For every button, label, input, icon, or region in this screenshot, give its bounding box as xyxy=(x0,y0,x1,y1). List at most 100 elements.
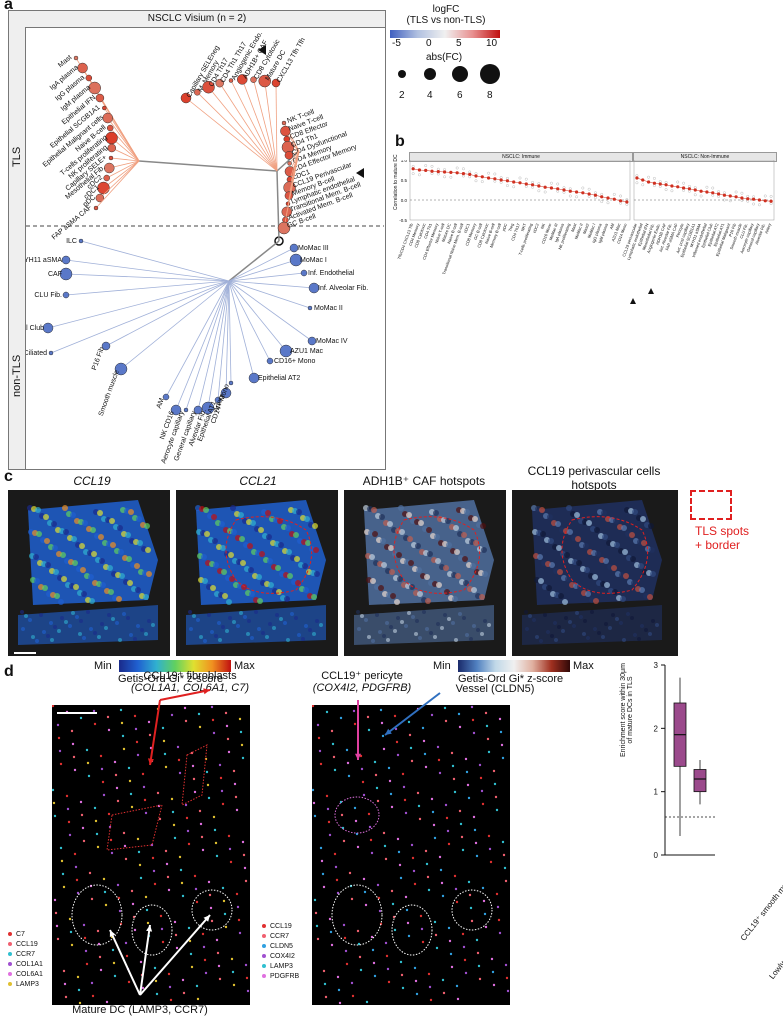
c-spot xyxy=(240,560,246,566)
c-spot xyxy=(304,516,310,522)
legend-dot xyxy=(8,942,12,946)
c-spot xyxy=(411,615,415,619)
legend-dot xyxy=(8,982,12,986)
c-spot xyxy=(577,584,583,590)
c-spot xyxy=(297,633,301,637)
c-spot xyxy=(583,543,589,549)
c-spot xyxy=(446,542,452,548)
c-map-ccl19-peri xyxy=(512,490,678,656)
c-spot xyxy=(595,551,601,557)
c-spot xyxy=(211,514,217,520)
b-sample-point xyxy=(569,195,571,197)
c-title-ccl19-perivascular: CCL19 perivascular cells hotspots xyxy=(512,464,676,492)
c-spot xyxy=(117,525,123,531)
c-spot xyxy=(572,624,576,628)
c-spot xyxy=(611,613,615,617)
c-spot xyxy=(648,632,652,636)
c-spot xyxy=(34,578,40,584)
c-spot xyxy=(381,562,387,568)
b-sample-point xyxy=(481,180,483,182)
b-sample-point xyxy=(735,191,737,193)
b-sample-point xyxy=(519,177,521,179)
box-ytick: 1 xyxy=(654,788,659,797)
b-sample-point xyxy=(443,176,445,178)
c-spot xyxy=(357,627,361,631)
c-spot xyxy=(275,565,281,571)
c-spot xyxy=(111,617,115,621)
c-spot xyxy=(601,510,607,516)
absfc-ticks: 2 4 6 8 xyxy=(390,90,510,102)
c-spot xyxy=(221,569,227,575)
non-tls-branch-line xyxy=(229,281,314,288)
logfc-colorbar xyxy=(390,30,500,38)
logfc-title-line2: (TLS vs non-TLS) xyxy=(396,15,496,26)
tls-branch-line xyxy=(276,83,277,171)
b-sample-point xyxy=(671,190,673,192)
c-spot xyxy=(122,612,126,616)
non-tls-node xyxy=(267,358,273,364)
c-spot xyxy=(62,505,68,511)
c-spot xyxy=(284,596,290,602)
c-spot xyxy=(78,632,82,636)
c-spot xyxy=(454,638,458,642)
c-spot xyxy=(268,582,274,588)
b-sample-point xyxy=(607,202,609,204)
c-title-ccl19: CCL19 xyxy=(12,474,172,488)
c-spot xyxy=(247,543,253,549)
c-spot xyxy=(107,613,111,617)
b-ytick: 0.5 xyxy=(401,178,408,183)
c-spot xyxy=(50,638,54,642)
c-spot xyxy=(100,582,106,588)
c-spot xyxy=(88,574,94,580)
c-spot xyxy=(444,589,450,595)
c-spot xyxy=(462,616,466,620)
c-map-svg xyxy=(512,490,678,656)
c-spot xyxy=(418,636,422,640)
b-sample-point xyxy=(764,195,766,197)
c-spot xyxy=(453,525,459,531)
c-spot xyxy=(393,629,397,633)
box-body xyxy=(694,770,706,792)
c-spot xyxy=(386,638,390,642)
c-spot xyxy=(137,540,143,546)
c-spot xyxy=(557,625,561,629)
c-spot xyxy=(621,525,627,531)
c-spot xyxy=(63,529,69,535)
c-spot xyxy=(633,633,637,637)
b-sample-point xyxy=(758,204,760,206)
c-spot xyxy=(390,593,396,599)
c-spot xyxy=(267,558,273,564)
b-sample-point xyxy=(619,195,621,197)
c-spot xyxy=(425,627,429,631)
b-sample-point xyxy=(538,190,540,192)
c-spot xyxy=(462,556,468,562)
non-tls-branch-line xyxy=(66,281,229,295)
c-spot xyxy=(110,542,116,548)
b-sample-point xyxy=(425,164,427,166)
legend-entry: C7 xyxy=(8,930,43,940)
non-tls-node xyxy=(308,306,312,310)
c-spot xyxy=(396,552,402,558)
c-spot xyxy=(425,598,431,604)
c-spot xyxy=(418,520,424,526)
b-sample-point xyxy=(642,184,644,186)
c-spot xyxy=(226,599,232,605)
c-spot xyxy=(472,516,478,522)
c-spot xyxy=(229,576,235,582)
legend-label: CLDN5 xyxy=(270,943,293,950)
c-spot xyxy=(640,624,644,628)
c-spot xyxy=(213,562,219,568)
box-ylabel: Enrichment score within 30μm of mature D… xyxy=(620,663,634,757)
legend-label: LAMP3 xyxy=(270,963,293,970)
legend-entry: CCR7 xyxy=(8,950,43,960)
c-spot xyxy=(558,593,564,599)
non-tls-node xyxy=(79,239,83,243)
c-spot xyxy=(630,616,634,620)
tls-legend-box xyxy=(690,490,732,520)
non-tls-node xyxy=(308,337,316,345)
cbar2-max: Max xyxy=(573,660,594,672)
c-spot xyxy=(640,516,646,522)
c-spot xyxy=(248,567,254,573)
tls-node xyxy=(102,106,106,110)
tls-legend-line2: + border xyxy=(695,538,749,552)
